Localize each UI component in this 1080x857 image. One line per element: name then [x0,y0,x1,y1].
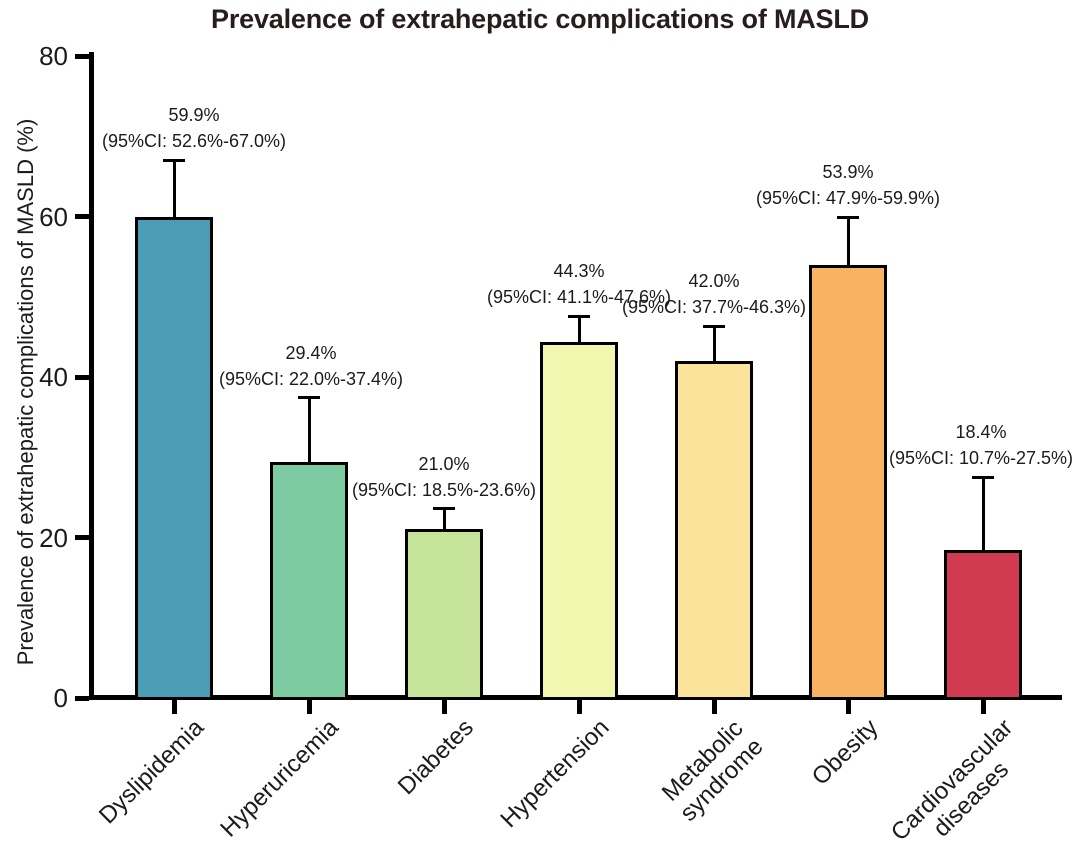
bar-annotation-metabolic-syndrome: 42.0% (95%CI: 37.7%-46.3%) [622,268,806,320]
y-tick-mark [75,53,89,59]
error-bar-cap-obesity [837,215,859,219]
bar-annotation-hyperuricemia: 29.4% (95%CI: 22.0%-37.4%) [219,340,403,392]
x-tick-label-text-dyslipidemia: Dyslipidemia [93,714,210,830]
y-tick-mark [75,535,89,540]
value-label-cardiovascular-diseases: 18.4% [955,422,1007,443]
error-bar-cap-dyslipidemia [163,158,185,162]
bar-metabolic-syndrome [675,360,753,700]
bar-hypertension [540,342,618,700]
bar-annotation-obesity: 53.9% (95%CI: 47.9%-59.9%) [756,159,940,211]
error-bar-cap-diabetes [433,507,455,511]
y-tick-label: 60 [39,201,68,232]
ci-label-dyslipidemia: (95%CI: 52.6%-67.0%) [101,131,287,152]
error-bar-line-metabolic-syndrome [712,326,716,361]
error-bar-line-dyslipidemia [172,160,176,218]
value-label-dyslipidemia: 59.9% [168,105,220,126]
ci-label-obesity: (95%CI: 47.9%-59.9%) [755,188,941,209]
bar-diabetes [405,529,483,700]
error-bar-cap-hypertension [568,314,590,318]
chart-title: Prevalence of extrahepatic complications… [211,4,869,34]
value-label-diabetes: 21.0% [418,453,470,474]
error-bar-cap-cardiovascular-diseases [972,475,994,479]
x-tick-mark-diabetes [441,700,447,714]
y-tick-mark [75,214,89,219]
value-label-metabolic-syndrome: 42.0% [688,271,740,292]
bar-annotation-hypertension: 44.3% (95%CI: 41.1%-47.6%) [487,258,671,310]
x-tick-mark-dyslipidemia [171,700,177,714]
error-bar-line-cardiovascular-diseases [981,477,985,551]
bar-obesity [809,265,887,700]
y-tick-label: 80 [39,41,68,71]
value-label-obesity: 53.9% [822,162,874,183]
value-label-hyperuricemia: 29.4% [285,342,337,363]
y-axis-line [89,52,94,700]
x-tick-label-text-metabolic-syndrome: Metabolic syndrome [656,714,769,827]
bar-cardiovascular-diseases [944,550,1022,700]
x-tick-label-text-hypertension: Hypertension [494,714,615,834]
value-label-hypertension: 44.3% [553,261,605,281]
ci-label-hypertension: (95%CI: 41.1%-47.6%) [486,287,672,307]
ci-label-hyperuricemia: (95%CI: 22.0%-37.4%) [218,368,404,389]
x-tick-label-text-hyperuricemia: Hyperuricemia [215,714,345,843]
y-tick-label: 0 [53,683,68,713]
bar-hyperuricemia [270,462,348,700]
bar-dyslipidemia [135,217,213,700]
error-bar-cap-hyperuricemia [298,396,320,400]
y-tick-label: 40 [39,362,68,392]
error-bar-line-diabetes [442,508,446,530]
ci-label-cardiovascular-diseases: (95%CI: 10.7%-27.5%) [888,448,1074,469]
y-tick-mark [75,695,89,701]
bar-annotation-dyslipidemia: 59.9% (95%CI: 52.6%-67.0%) [102,102,286,154]
ci-label-diabetes: (95%CI: 18.5%-23.6%) [351,479,537,500]
x-tick-label-text-diabetes: Diabetes [393,714,480,801]
error-bar-line-obesity [846,217,850,266]
bar-annotation-cardiovascular-diseases: 18.4% (95%CI: 10.7%-27.5%) [889,419,1073,471]
y-tick-mark [75,374,89,380]
bar-annotation-diabetes: 21.0% (95%CI: 18.5%-23.6%) [352,451,536,503]
error-bar-line-hypertension [577,316,581,343]
x-tick-label-text-obesity: Obesity [806,714,884,791]
x-tick-mark-hyperuricemia [306,700,312,714]
error-bar-line-hyperuricemia [307,397,311,463]
x-tick-label-text-cardiovascular-diseases: Cardiovascular diseases [885,714,1019,847]
y-tick-label: 20 [39,522,68,553]
error-bar-cap-metabolic-syndrome [703,324,725,328]
x-tick-mark-metabolic-syndrome [711,700,717,714]
ci-label-metabolic-syndrome: (95%CI: 37.7%-46.3%) [621,297,807,318]
x-tick-mark-hypertension [576,700,582,714]
x-tick-mark-obesity [845,700,851,714]
x-tick-mark-cardiovascular-diseases [980,700,986,714]
